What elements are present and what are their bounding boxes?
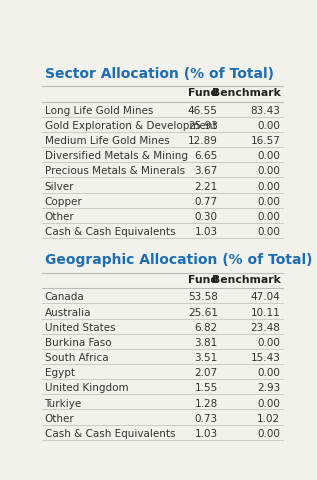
Text: 0.00: 0.00 [257,167,281,177]
Text: Burkina Faso: Burkina Faso [44,338,111,348]
Text: 46.55: 46.55 [188,106,218,116]
Text: 0.00: 0.00 [257,197,281,207]
Text: Gold Exploration & Development: Gold Exploration & Development [44,121,216,131]
Text: Precious Metals & Minerals: Precious Metals & Minerals [44,167,185,177]
Text: 0.00: 0.00 [257,398,281,408]
Text: Other: Other [44,212,74,222]
Text: 0.00: 0.00 [257,227,281,237]
Text: Egypt: Egypt [44,368,74,378]
Text: Benchmark: Benchmark [212,88,281,98]
Text: Cash & Cash Equivalents: Cash & Cash Equivalents [44,429,175,439]
Text: 3.51: 3.51 [195,353,218,363]
Text: Geographic Allocation (% of Total): Geographic Allocation (% of Total) [44,253,312,267]
Text: Silver: Silver [44,181,74,192]
Text: Fund: Fund [188,88,218,98]
Text: 25.93: 25.93 [188,121,218,131]
Text: 16.57: 16.57 [250,136,281,146]
Text: 0.77: 0.77 [195,197,218,207]
Text: 1.28: 1.28 [195,398,218,408]
Text: 2.07: 2.07 [195,368,218,378]
Text: 3.81: 3.81 [195,338,218,348]
Text: 15.43: 15.43 [250,353,281,363]
Text: 2.21: 2.21 [195,181,218,192]
Text: Cash & Cash Equivalents: Cash & Cash Equivalents [44,227,175,237]
Text: Benchmark: Benchmark [212,275,281,285]
Text: 53.58: 53.58 [188,292,218,302]
Text: United Kingdom: United Kingdom [44,384,128,393]
Text: 6.65: 6.65 [195,151,218,161]
Text: 1.03: 1.03 [195,429,218,439]
Text: 12.89: 12.89 [188,136,218,146]
Text: Sector Allocation (% of Total): Sector Allocation (% of Total) [44,67,274,81]
Text: 10.11: 10.11 [251,308,281,318]
Text: Other: Other [44,414,74,424]
Text: 0.73: 0.73 [195,414,218,424]
Text: 0.00: 0.00 [257,338,281,348]
Text: 0.00: 0.00 [257,429,281,439]
Text: South Africa: South Africa [44,353,108,363]
Text: 2.93: 2.93 [257,384,281,393]
Text: Fund: Fund [188,275,218,285]
Text: 1.55: 1.55 [195,384,218,393]
Text: 25.61: 25.61 [188,308,218,318]
Text: 47.04: 47.04 [251,292,281,302]
Text: Canada: Canada [44,292,84,302]
Text: 1.03: 1.03 [195,227,218,237]
Text: Australia: Australia [44,308,91,318]
Text: Turkiye: Turkiye [44,398,82,408]
Text: 3.67: 3.67 [195,167,218,177]
Text: United States: United States [44,323,115,333]
Text: Medium Life Gold Mines: Medium Life Gold Mines [44,136,169,146]
Text: 0.00: 0.00 [257,368,281,378]
Text: 6.82: 6.82 [195,323,218,333]
Text: 1.02: 1.02 [257,414,281,424]
Text: Long Life Gold Mines: Long Life Gold Mines [44,106,153,116]
Text: 23.48: 23.48 [250,323,281,333]
Text: 83.43: 83.43 [250,106,281,116]
Text: 0.00: 0.00 [257,121,281,131]
Text: 0.00: 0.00 [257,212,281,222]
Text: 0.00: 0.00 [257,181,281,192]
Text: Copper: Copper [44,197,82,207]
Text: 0.00: 0.00 [257,151,281,161]
Text: 0.30: 0.30 [195,212,218,222]
Text: Diversified Metals & Mining: Diversified Metals & Mining [44,151,188,161]
